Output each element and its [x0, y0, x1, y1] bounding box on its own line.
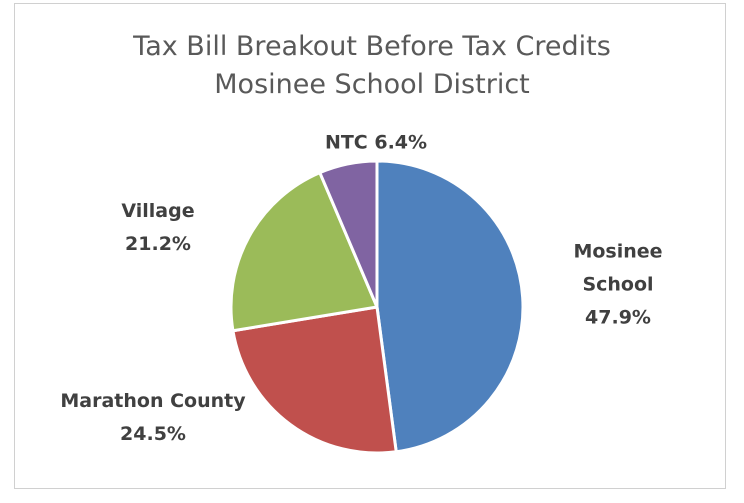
data-label-3-line-0: NTC 6.4% — [325, 132, 427, 154]
data-label-1-line-0: Marathon County — [60, 390, 246, 412]
pie-slice-2 — [229, 171, 379, 333]
data-label-0: Mosinee School 47.9% — [573, 241, 662, 329]
pie-slice-3 — [318, 159, 379, 309]
data-label-0-line-1: School — [582, 274, 653, 296]
chart-title: Tax Bill Breakout Before Tax Credits — [133, 31, 611, 62]
data-label-0-line-0: Mosinee — [573, 241, 662, 263]
pie-slice-0 — [375, 159, 525, 454]
data-label-2-line-1: 21.2% — [125, 233, 191, 255]
data-label-2-line-0: Village — [121, 200, 194, 222]
chart-title-block: Tax Bill Breakout Before Tax Credits Mos… — [0, 28, 744, 104]
pie-slices — [229, 159, 525, 455]
data-label-3: NTC 6.4% — [325, 132, 427, 154]
pie-data-labels: Mosinee School 47.9% Marathon County 24.5% Vi… — [60, 132, 662, 446]
data-label-1: Marathon County 24.5% — [60, 390, 246, 445]
data-label-0-line-2: 47.9% — [585, 307, 651, 329]
data-label-2: Village 21.2% — [121, 200, 194, 255]
chart-subtitle: Mosinee School District — [214, 69, 530, 100]
pie-slice-1 — [231, 305, 398, 455]
data-label-1-line-1: 24.5% — [120, 423, 186, 445]
